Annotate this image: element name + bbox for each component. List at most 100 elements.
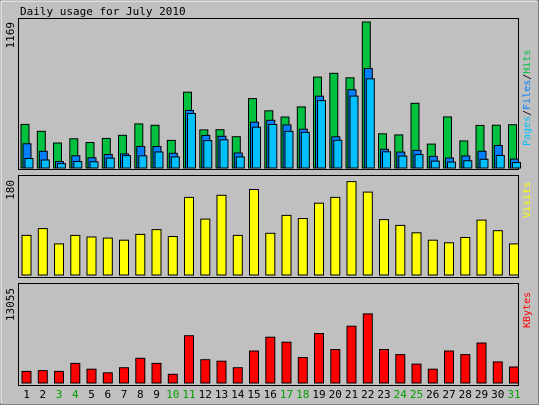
bar-kbytes-day-1 xyxy=(21,370,32,384)
day-label-15: 15 xyxy=(247,388,260,401)
day-label-7: 7 xyxy=(121,388,128,401)
bar-kbytes-day-5 xyxy=(86,368,97,384)
bar-pages-day-26 xyxy=(430,160,440,169)
bar-visits-day-9 xyxy=(151,229,162,276)
day-label-10: 10 xyxy=(166,388,179,401)
day-label-6: 6 xyxy=(104,388,111,401)
bar-kbytes-day-2 xyxy=(37,370,48,384)
day-label-25: 25 xyxy=(410,388,423,401)
bar-visits-day-17 xyxy=(281,214,292,276)
bar-pages-day-18 xyxy=(300,131,310,169)
bar-pages-day-15 xyxy=(252,126,261,169)
bar-pages-day-6 xyxy=(105,157,115,169)
day-label-20: 20 xyxy=(329,388,342,401)
bar-pages-day-23 xyxy=(382,151,391,169)
bar-kbytes-day-23 xyxy=(379,349,389,384)
bar-pages-day-31 xyxy=(512,162,521,169)
bar-visits-day-25 xyxy=(411,232,422,276)
bar-kbytes-day-20 xyxy=(330,349,341,384)
bar-visits-day-31 xyxy=(509,243,519,276)
bar-visits-day-15 xyxy=(249,189,259,276)
bar-pages-day-10 xyxy=(170,156,180,169)
day-labels: 1 2 3 4 5 6 7 8 9 10 11 12 13 14 15 16 17 18 19 20 21 22 23 24 2… xyxy=(23,388,520,401)
bar-kbytes-day-28 xyxy=(460,354,471,384)
bar-visits-day-20 xyxy=(330,196,341,276)
bar-visits-day-2 xyxy=(37,228,48,276)
bar-kbytes-day-19 xyxy=(314,333,324,384)
day-label-5: 5 xyxy=(88,388,95,401)
day-label-1: 1 xyxy=(23,388,30,401)
bar-kbytes-day-9 xyxy=(151,362,162,384)
bar-visits-day-30 xyxy=(492,230,503,276)
bar-visits-day-12 xyxy=(200,218,211,276)
day-label-21: 21 xyxy=(345,388,358,401)
day-label-26: 26 xyxy=(426,388,439,401)
day-label-18: 18 xyxy=(296,388,309,401)
bar-visits-day-21 xyxy=(346,181,357,276)
day-label-24: 24 xyxy=(394,388,408,401)
bar-kbytes-day-14 xyxy=(232,367,243,384)
bar-visits-day-22 xyxy=(362,191,373,276)
bar-kbytes-day-16 xyxy=(265,336,276,384)
bar-kbytes-day-24 xyxy=(395,354,406,384)
day-label-23: 23 xyxy=(377,388,390,401)
bars-layer xyxy=(20,21,521,384)
bar-pages-day-17 xyxy=(284,130,294,169)
bar-kbytes-day-31 xyxy=(509,366,519,384)
bar-pages-day-7 xyxy=(122,155,131,169)
bar-visits-day-14 xyxy=(232,234,243,276)
chart-title: Daily usage for July 2010 xyxy=(20,5,186,18)
legend-visits: Visits xyxy=(522,182,533,218)
bar-kbytes-day-13 xyxy=(216,360,227,384)
bar-pages-day-2 xyxy=(40,159,50,169)
bar-kbytes-day-6 xyxy=(102,372,113,384)
bar-kbytes-day-18 xyxy=(297,357,308,384)
day-label-9: 9 xyxy=(153,388,160,401)
bar-visits-day-1 xyxy=(21,234,32,276)
bar-visits-day-23 xyxy=(379,219,389,276)
legend-sep-1: / xyxy=(522,110,533,116)
bar-pages-day-27 xyxy=(447,161,456,169)
day-label-17: 17 xyxy=(280,388,293,401)
bar-visits-day-5 xyxy=(86,236,97,276)
bar-pages-day-11 xyxy=(187,113,196,169)
bar-visits-day-10 xyxy=(167,236,178,276)
bar-visits-day-18 xyxy=(297,218,308,276)
legend-sep-2: / xyxy=(522,74,533,80)
bar-visits-day-29 xyxy=(476,219,487,276)
bar-visits-day-26 xyxy=(427,239,438,276)
bar-pages-day-3 xyxy=(57,163,66,169)
legend-files: Files xyxy=(522,80,533,110)
bar-kbytes-day-29 xyxy=(476,342,487,384)
bar-visits-day-4 xyxy=(70,234,81,276)
bar-kbytes-day-30 xyxy=(492,361,503,384)
day-label-29: 29 xyxy=(475,388,488,401)
legend-pages: Pages xyxy=(522,116,533,146)
bar-pages-day-29 xyxy=(479,158,489,169)
bar-kbytes-day-17 xyxy=(281,341,292,384)
bar-kbytes-day-25 xyxy=(411,363,422,384)
legend-kbytes: KBytes xyxy=(522,292,533,328)
bar-pages-day-14 xyxy=(235,156,245,169)
day-label-19: 19 xyxy=(312,388,325,401)
kbytes-ymax-label: 13055 xyxy=(4,288,17,321)
bar-kbytes-day-3 xyxy=(54,370,64,384)
bar-pages-day-22 xyxy=(365,78,375,169)
bar-visits-day-19 xyxy=(314,202,324,276)
bar-pages-day-28 xyxy=(463,160,473,169)
bar-visits-day-28 xyxy=(460,237,471,276)
bar-visits-day-13 xyxy=(216,194,227,276)
bar-pages-day-12 xyxy=(203,140,213,169)
day-label-2: 2 xyxy=(39,388,46,401)
bar-visits-day-6 xyxy=(102,237,113,276)
day-label-8: 8 xyxy=(137,388,144,401)
bar-visits-day-27 xyxy=(444,242,454,276)
visits-ymax-label: 180 xyxy=(4,180,17,200)
bar-kbytes-day-8 xyxy=(135,357,146,384)
bar-kbytes-day-7 xyxy=(119,367,129,384)
day-label-27: 27 xyxy=(442,388,455,401)
day-label-13: 13 xyxy=(215,388,228,401)
bar-kbytes-day-21 xyxy=(346,325,357,384)
day-label-22: 22 xyxy=(361,388,374,401)
